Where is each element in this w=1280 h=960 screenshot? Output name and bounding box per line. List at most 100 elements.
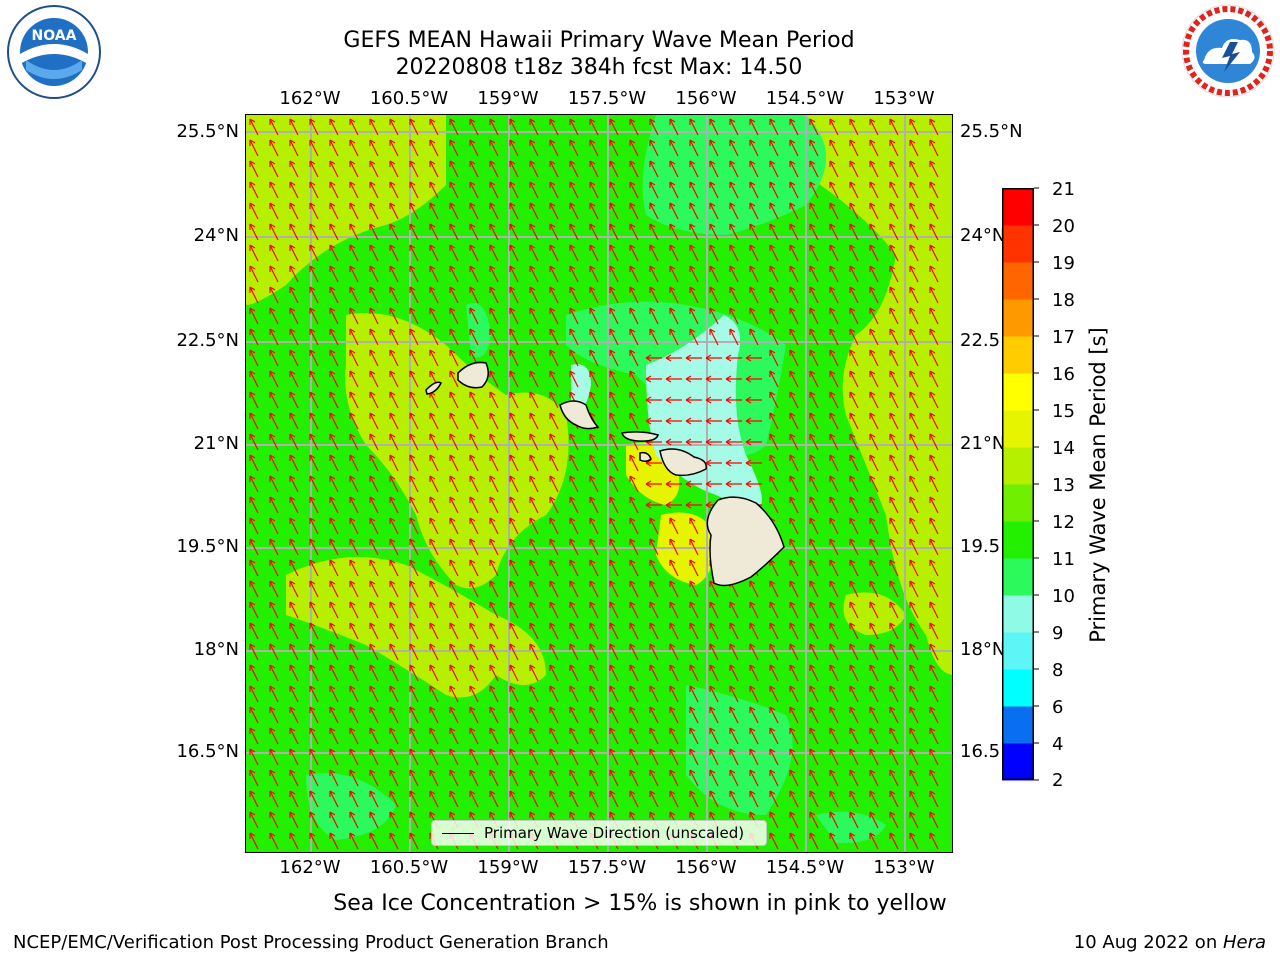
wave-arrow bbox=[249, 160, 259, 178]
wave-arrow bbox=[889, 496, 899, 514]
wave-arrow bbox=[589, 223, 599, 241]
wave-arrow bbox=[849, 664, 859, 682]
wave-arrow bbox=[409, 559, 419, 577]
wave-arrow bbox=[429, 328, 439, 346]
wave-arrow bbox=[689, 580, 699, 598]
wave-arrow bbox=[909, 433, 919, 451]
wave-arrow bbox=[509, 685, 519, 703]
wave-arrow bbox=[509, 517, 519, 535]
wave-arrow bbox=[349, 139, 359, 157]
wave-arrow bbox=[849, 370, 859, 388]
wave-arrow bbox=[269, 160, 279, 178]
wave-arrow bbox=[769, 580, 779, 598]
wave-arrow bbox=[249, 286, 259, 304]
wave-arrow bbox=[489, 307, 499, 325]
wave-arrow bbox=[929, 496, 939, 514]
wave-arrow bbox=[489, 454, 499, 472]
wave-arrow bbox=[609, 727, 619, 745]
wave-arrow bbox=[289, 433, 299, 451]
wave-arrow bbox=[289, 244, 299, 262]
wave-arrow bbox=[569, 223, 579, 241]
wave-arrow bbox=[609, 664, 619, 682]
colorbar-segment bbox=[1002, 484, 1034, 522]
wave-arrow bbox=[389, 244, 399, 262]
wave-arrow bbox=[909, 664, 919, 682]
wave-arrow bbox=[329, 538, 339, 556]
wave-arrow bbox=[249, 349, 259, 367]
wave-arrow bbox=[309, 538, 319, 556]
wave-arrow bbox=[469, 265, 479, 283]
wave-arrow bbox=[705, 417, 722, 425]
wave-arrow bbox=[669, 685, 679, 703]
legend-label: Primary Wave Direction (unscaled) bbox=[484, 824, 745, 842]
wave-arrow bbox=[289, 496, 299, 514]
wave-arrow bbox=[669, 307, 679, 325]
wave-arrow bbox=[709, 685, 719, 703]
wave-arrow bbox=[489, 181, 499, 199]
wave-arrow bbox=[789, 181, 799, 199]
wave-arrow bbox=[409, 118, 419, 136]
wave-arrow bbox=[929, 454, 939, 472]
wave-arrow bbox=[409, 349, 419, 367]
wave-arrow bbox=[929, 643, 939, 661]
wave-arrow bbox=[769, 433, 779, 451]
wave-arrow bbox=[469, 664, 479, 682]
wave-arrow bbox=[629, 286, 639, 304]
wave-arrow bbox=[789, 517, 799, 535]
wave-arrow bbox=[309, 307, 319, 325]
wave-arrow bbox=[249, 538, 259, 556]
wave-arrow bbox=[729, 202, 739, 220]
wave-arrow bbox=[309, 790, 319, 808]
wave-arrow bbox=[309, 559, 319, 577]
wave-arrow bbox=[609, 580, 619, 598]
colorbar-tick: 13 bbox=[1052, 475, 1075, 496]
wave-arrow bbox=[829, 811, 839, 829]
map-panel[interactable] bbox=[245, 114, 953, 853]
wave-arrow bbox=[509, 244, 519, 262]
wave-arrow bbox=[249, 265, 259, 283]
wave-arrow bbox=[769, 601, 779, 619]
wave-arrow bbox=[529, 202, 539, 220]
wave-arrow bbox=[869, 202, 879, 220]
wave-arrow bbox=[549, 223, 559, 241]
wave-arrow bbox=[789, 706, 799, 724]
wave-arrow bbox=[429, 265, 439, 283]
wave-arrow bbox=[409, 580, 419, 598]
lon-label-bottom: 160.5°W bbox=[369, 857, 449, 878]
wave-arrow bbox=[489, 748, 499, 766]
wave-arrow bbox=[769, 328, 779, 346]
wave-arrow bbox=[709, 181, 719, 199]
wave-arrow bbox=[629, 412, 639, 430]
wave-arrow bbox=[769, 118, 779, 136]
wave-arrow bbox=[929, 811, 939, 829]
wave-arrow bbox=[869, 601, 879, 619]
wave-arrow bbox=[529, 685, 539, 703]
wave-arrow bbox=[889, 244, 899, 262]
wave-arrow bbox=[349, 265, 359, 283]
wave-arrow bbox=[569, 517, 579, 535]
wave-arrow bbox=[329, 601, 339, 619]
wave-arrow bbox=[449, 454, 459, 472]
wave-arrow bbox=[729, 706, 739, 724]
wave-arrow bbox=[309, 286, 319, 304]
wave-arrow bbox=[769, 265, 779, 283]
wave-arrow bbox=[389, 181, 399, 199]
colorbar-tick: 6 bbox=[1052, 697, 1064, 718]
wave-arrow bbox=[249, 517, 259, 535]
wave-arrow bbox=[889, 475, 899, 493]
wave-arrow bbox=[469, 475, 479, 493]
wave-arrow bbox=[589, 748, 599, 766]
wave-arrow bbox=[769, 811, 779, 829]
wave-arrow bbox=[829, 727, 839, 745]
wave-arrow bbox=[249, 496, 259, 514]
wave-arrow bbox=[729, 160, 739, 178]
wave-arrow bbox=[629, 790, 639, 808]
wave-arrow bbox=[489, 433, 499, 451]
wave-arrow bbox=[369, 496, 379, 514]
wave-arrow bbox=[369, 160, 379, 178]
wave-arrow bbox=[269, 118, 279, 136]
wave-arrow bbox=[769, 139, 779, 157]
wave-arrow bbox=[589, 244, 599, 262]
wave-arrow bbox=[569, 727, 579, 745]
wave-arrow bbox=[569, 328, 579, 346]
